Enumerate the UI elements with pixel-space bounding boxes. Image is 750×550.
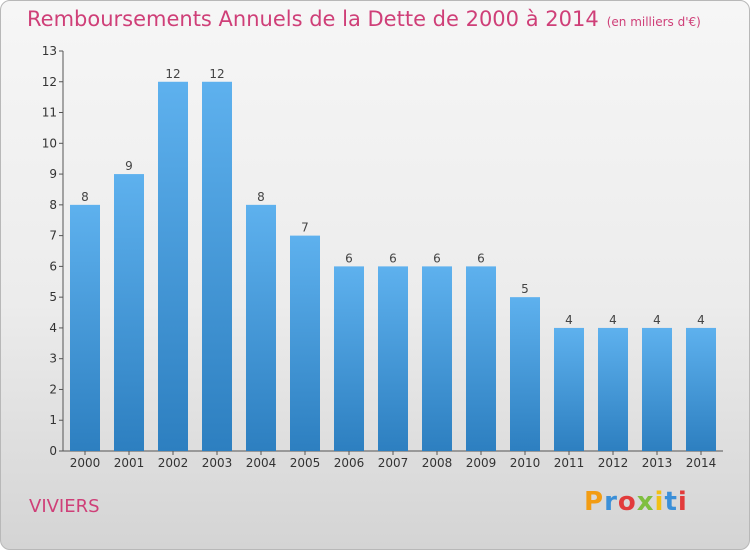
x-tick-label: 2006 bbox=[334, 456, 365, 470]
bar-value-label: 4 bbox=[609, 313, 617, 327]
x-tick-label: 2002 bbox=[158, 456, 189, 470]
bar-value-label: 5 bbox=[521, 282, 529, 296]
x-tick-label: 2011 bbox=[554, 456, 585, 470]
logo-letter: x bbox=[636, 487, 655, 517]
y-tick-label: 2 bbox=[49, 382, 57, 396]
logo-letter: r bbox=[604, 487, 618, 517]
bar bbox=[290, 235, 320, 451]
x-tick-label: 2009 bbox=[466, 456, 497, 470]
bar bbox=[642, 327, 672, 451]
bar bbox=[598, 327, 628, 451]
bar bbox=[686, 327, 716, 451]
bar bbox=[466, 266, 496, 451]
bar-value-label: 7 bbox=[301, 221, 309, 235]
y-tick-label: 7 bbox=[49, 229, 57, 243]
logo-letter: i bbox=[654, 487, 665, 517]
proxiti-logo: Proxiti bbox=[584, 487, 688, 517]
bar bbox=[158, 81, 188, 452]
x-tick-label: 2008 bbox=[422, 456, 453, 470]
y-tick-label: 13 bbox=[42, 44, 57, 58]
bar-value-label: 12 bbox=[165, 67, 180, 81]
x-tick-label: 2013 bbox=[642, 456, 673, 470]
bar bbox=[334, 266, 364, 451]
y-tick-label: 6 bbox=[49, 259, 57, 273]
y-tick-label: 11 bbox=[42, 106, 57, 120]
bar bbox=[114, 174, 144, 452]
bar bbox=[70, 204, 100, 451]
y-tick-label: 10 bbox=[42, 136, 57, 150]
logo-letter: P bbox=[584, 487, 605, 517]
x-tick-label: 2005 bbox=[290, 456, 321, 470]
x-tick-label: 2010 bbox=[510, 456, 541, 470]
x-tick-label: 2014 bbox=[686, 456, 717, 470]
bar bbox=[202, 81, 232, 452]
bar-value-label: 4 bbox=[565, 313, 573, 327]
bar-value-label: 8 bbox=[257, 190, 265, 204]
y-tick-label: 8 bbox=[49, 198, 57, 212]
bar-value-label: 6 bbox=[477, 251, 485, 265]
y-tick-label: 9 bbox=[49, 167, 57, 181]
x-tick-label: 2003 bbox=[202, 456, 233, 470]
x-tick-label: 2004 bbox=[246, 456, 277, 470]
bar-value-label: 9 bbox=[125, 159, 133, 173]
bar-value-label: 12 bbox=[209, 67, 224, 81]
logo-letter: o bbox=[617, 487, 637, 517]
logo-letter: i bbox=[677, 487, 688, 517]
bar-value-label: 6 bbox=[345, 251, 353, 265]
bar bbox=[422, 266, 452, 451]
city-name: VIVIERS bbox=[29, 496, 100, 517]
chart-title-text: Remboursements Annuels de la Dette de 20… bbox=[27, 7, 599, 31]
y-tick-label: 12 bbox=[42, 75, 57, 89]
logo-letter: t bbox=[664, 487, 678, 517]
y-tick-label: 4 bbox=[49, 321, 57, 335]
bar bbox=[510, 297, 540, 451]
y-tick-label: 5 bbox=[49, 290, 57, 304]
bar bbox=[378, 266, 408, 451]
x-tick-label: 2007 bbox=[378, 456, 409, 470]
bar-value-label: 6 bbox=[433, 251, 441, 265]
bar-value-label: 8 bbox=[81, 190, 89, 204]
x-tick-label: 2001 bbox=[114, 456, 145, 470]
y-tick-label: 3 bbox=[49, 352, 57, 366]
x-tick-label: 2000 bbox=[70, 456, 101, 470]
y-tick-label: 1 bbox=[49, 413, 57, 427]
chart-title: Remboursements Annuels de la Dette de 20… bbox=[27, 7, 701, 31]
y-tick-label: 0 bbox=[49, 444, 57, 458]
bar bbox=[246, 204, 276, 451]
x-tick-label: 2012 bbox=[598, 456, 629, 470]
bar-value-label: 6 bbox=[389, 251, 397, 265]
chart-unit: (en milliers d'€) bbox=[606, 15, 701, 29]
bar-value-label: 4 bbox=[697, 313, 705, 327]
bar-value-label: 4 bbox=[653, 313, 661, 327]
bar bbox=[554, 327, 584, 451]
